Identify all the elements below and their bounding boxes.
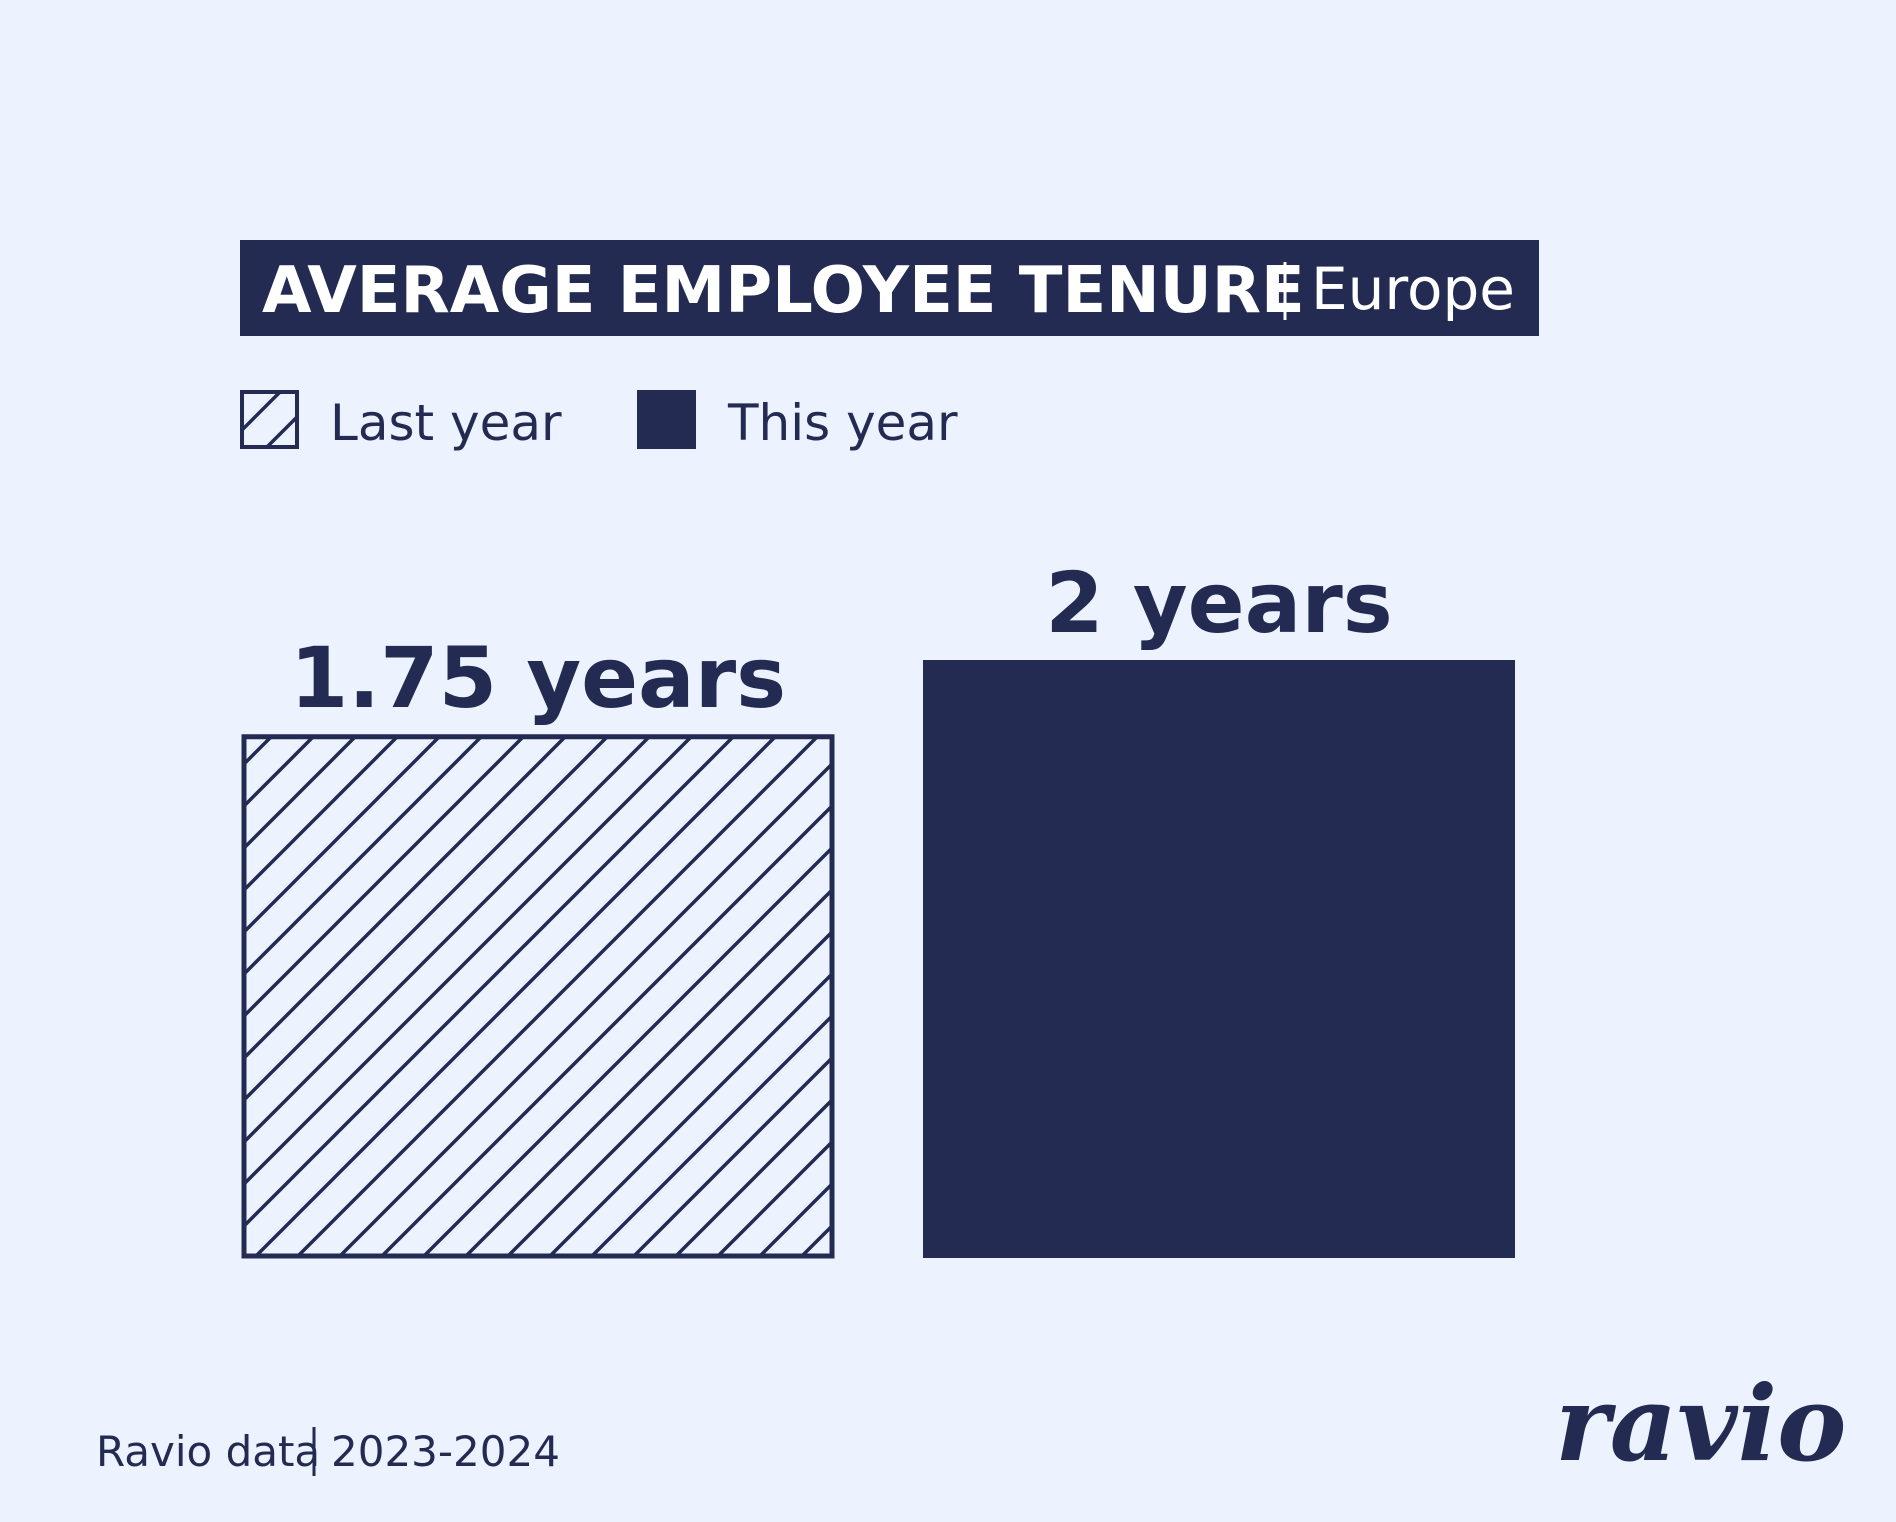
- legend-label-last-year: Last year: [330, 394, 562, 452]
- data-label-this-year: 2 years: [1045, 554, 1393, 652]
- bar-last-year: [241, 734, 835, 1259]
- legend: Last year This year: [240, 390, 958, 452]
- bar-group: 1.75 years 2 years: [241, 554, 1515, 1259]
- ravio-logo: ravio: [1555, 1362, 1846, 1485]
- legend-label-this-year: This year: [727, 394, 958, 452]
- data-label-last-year: 1.75 years: [290, 629, 786, 727]
- title-banner: AVERAGE EMPLOYEE TENURE Europe: [240, 240, 1539, 336]
- footer: Ravio data 2023-2024: [96, 1427, 560, 1476]
- bar-this-year: [923, 660, 1515, 1258]
- title-background: [240, 240, 1539, 336]
- legend-swatch-last-year: [240, 390, 299, 449]
- chart-region: Europe: [1311, 255, 1515, 323]
- legend-swatch-this-year: [637, 390, 696, 449]
- footer-source: Ravio data: [96, 1427, 320, 1476]
- footer-period: 2023-2024: [331, 1427, 560, 1476]
- chart-title: AVERAGE EMPLOYEE TENURE: [262, 254, 1305, 328]
